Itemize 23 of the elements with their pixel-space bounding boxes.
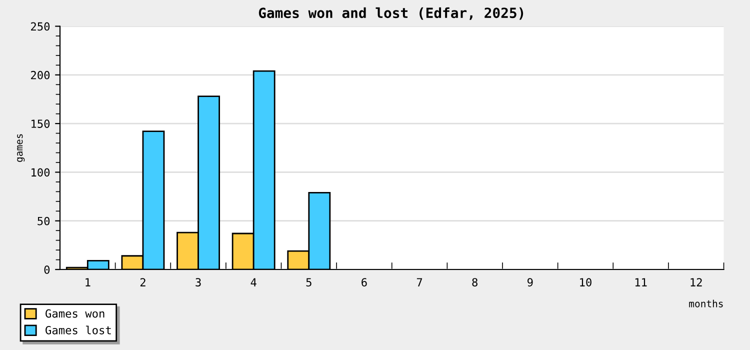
x-tick-label: 4 xyxy=(250,278,256,286)
y-tick-label: 0 xyxy=(44,266,50,274)
x-tick-label: 8 xyxy=(472,278,478,286)
y-tick-label: 100 xyxy=(32,168,50,177)
x-tick-label: 10 xyxy=(580,278,592,286)
y-tick-label: 250 xyxy=(31,22,50,31)
x-tick-label: 1 xyxy=(86,278,90,286)
x-tick-label: 12 xyxy=(690,278,702,286)
x-axis-title: months xyxy=(689,300,723,308)
legend-label: Games lost xyxy=(46,326,111,334)
x-tick-label: 6 xyxy=(362,278,367,286)
y-tick-label: 50 xyxy=(38,216,50,226)
x-tick-label: 5 xyxy=(306,278,312,286)
x-tick-label: 11 xyxy=(635,278,647,286)
y-tick-label: 200 xyxy=(31,70,50,80)
chart-title: Games won and lost (Edfar, 2025) xyxy=(258,7,524,20)
y-tick-label: 150 xyxy=(32,120,50,128)
legend-label: Games won xyxy=(46,309,104,318)
x-tick-label: 9 xyxy=(528,278,533,286)
y-axis-title: games xyxy=(17,134,25,162)
x-tick-label: 7 xyxy=(416,278,422,286)
x-tick-label: 3 xyxy=(196,278,201,286)
x-tick-label: 2 xyxy=(140,278,146,286)
